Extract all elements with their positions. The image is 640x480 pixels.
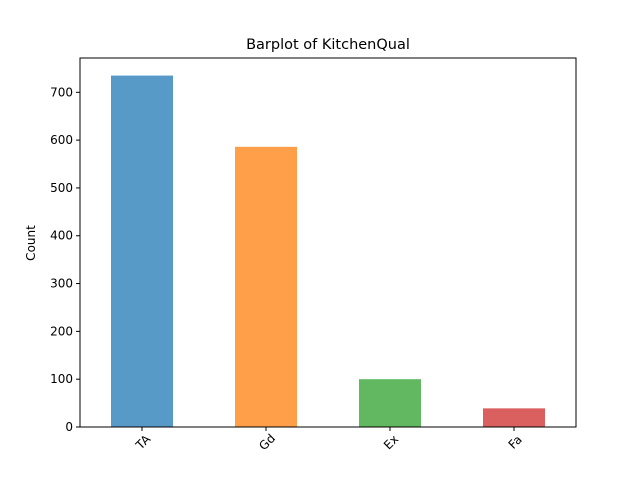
x-ticks: TA Gd Ex Fa xyxy=(132,427,525,453)
y-tick-label: 100 xyxy=(50,372,73,386)
bars-group xyxy=(111,75,545,428)
y-tick-label: 500 xyxy=(50,181,73,195)
x-tick-label: TA xyxy=(132,431,153,452)
chart-title: Barplot of KitchenQual xyxy=(246,37,410,53)
y-tick-label: 200 xyxy=(50,324,73,338)
y-ticks: 0 100 200 300 400 500 600 700 xyxy=(50,85,80,434)
y-tick-label: 700 xyxy=(50,85,73,99)
bar-ta xyxy=(111,75,173,428)
y-axis-label: Count xyxy=(24,225,38,261)
y-tick-label: 400 xyxy=(50,229,73,243)
x-tick-label: Ex xyxy=(381,432,401,452)
bar-fa xyxy=(483,408,545,427)
x-tick-label: Fa xyxy=(506,433,525,452)
y-tick-label: 0 xyxy=(65,420,73,434)
plot-frame xyxy=(79,57,577,428)
bar-ex xyxy=(359,379,421,427)
y-tick-label: 600 xyxy=(50,133,73,147)
bar-gd xyxy=(235,146,297,427)
x-tick-label: Gd xyxy=(256,431,278,453)
y-tick-label: 300 xyxy=(50,277,73,291)
